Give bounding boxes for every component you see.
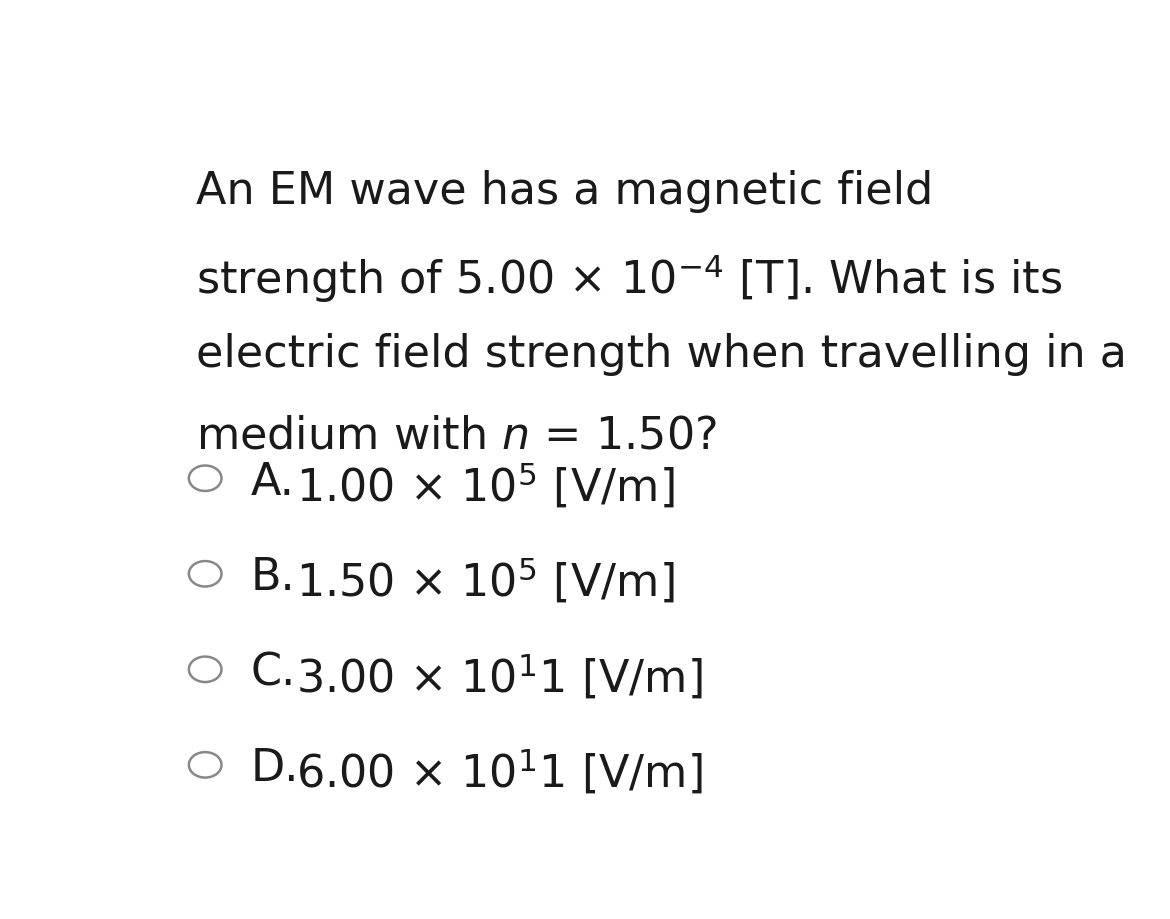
Text: strength of 5.00 $\times$ 10$^{-4}$ [T]. What is its: strength of 5.00 $\times$ 10$^{-4}$ [T].… [197, 252, 1062, 305]
Text: B.: B. [250, 556, 295, 599]
Text: 3.00 $\times$ 10$^{1}$1 [V/m]: 3.00 $\times$ 10$^{1}$1 [V/m] [296, 652, 703, 701]
Text: An EM wave has a magnetic field: An EM wave has a magnetic field [197, 170, 934, 213]
Text: 1.00 $\times$ 10$^{5}$ [V/m]: 1.00 $\times$ 10$^{5}$ [V/m] [296, 460, 674, 510]
Text: 1.50 $\times$ 10$^{5}$ [V/m]: 1.50 $\times$ 10$^{5}$ [V/m] [296, 556, 674, 606]
Text: A.: A. [250, 460, 295, 504]
Text: electric field strength when travelling in a: electric field strength when travelling … [197, 334, 1127, 376]
Text: 6.00 $\times$ 10$^{1}$1 [V/m]: 6.00 $\times$ 10$^{1}$1 [V/m] [296, 747, 703, 797]
Text: C.: C. [250, 652, 296, 695]
Text: medium with $n$ = 1.50?: medium with $n$ = 1.50? [197, 414, 717, 458]
Text: D.: D. [250, 747, 298, 790]
